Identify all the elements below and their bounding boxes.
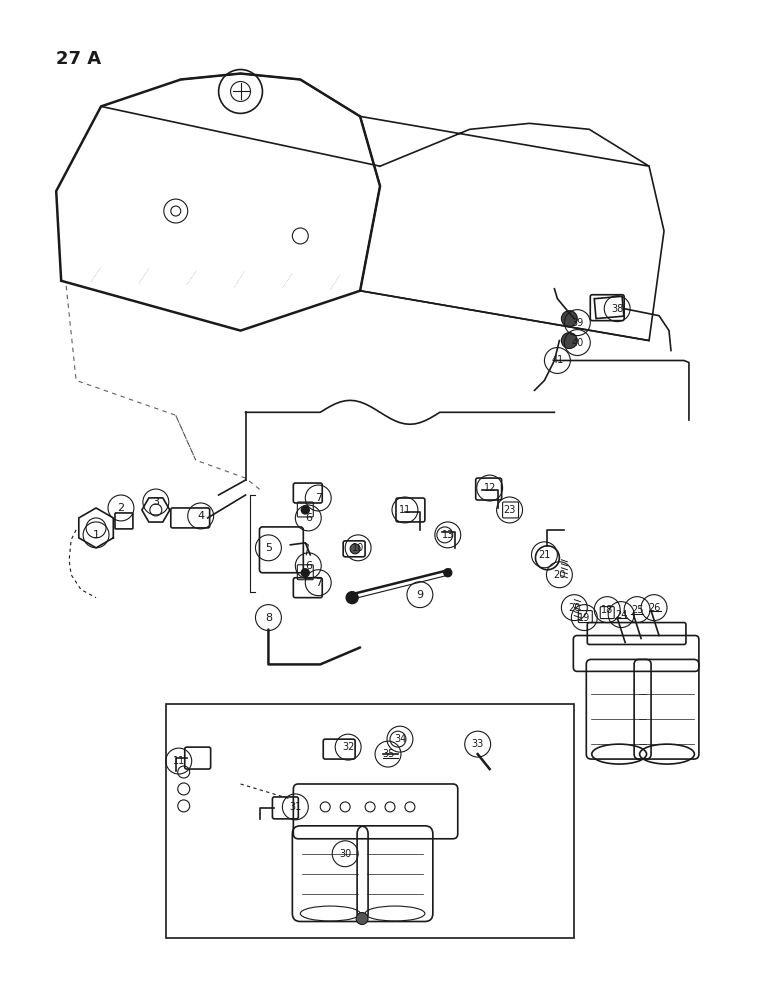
Text: 38: 38: [611, 304, 623, 314]
Text: 23: 23: [503, 505, 516, 515]
Circle shape: [444, 569, 452, 577]
Text: 2: 2: [118, 503, 125, 513]
Text: 30: 30: [339, 849, 351, 859]
Text: 19: 19: [578, 613, 590, 623]
Text: 11: 11: [172, 756, 185, 766]
Text: 8: 8: [265, 613, 272, 623]
Text: 7: 7: [314, 578, 322, 588]
Text: 35: 35: [382, 749, 394, 759]
Circle shape: [301, 569, 310, 577]
Text: 41: 41: [551, 355, 563, 365]
Circle shape: [356, 913, 368, 924]
Circle shape: [350, 544, 360, 554]
Text: 10: 10: [352, 543, 364, 553]
Text: 26: 26: [648, 603, 660, 613]
Text: 6: 6: [305, 561, 312, 571]
Text: 20: 20: [568, 603, 580, 613]
Text: 3: 3: [152, 497, 159, 507]
Circle shape: [562, 333, 577, 349]
Text: 32: 32: [342, 742, 354, 752]
Text: 9: 9: [417, 590, 424, 600]
Bar: [166, 704, 574, 938]
Text: 31: 31: [289, 802, 301, 812]
Text: 7: 7: [314, 493, 322, 503]
Text: 21: 21: [538, 550, 551, 560]
Bar: [594, 296, 624, 319]
Text: 4: 4: [197, 511, 204, 521]
Text: 13: 13: [441, 530, 454, 540]
Text: 5: 5: [265, 543, 272, 553]
Circle shape: [346, 592, 358, 604]
Text: 39: 39: [571, 318, 583, 328]
Text: 33: 33: [472, 739, 484, 749]
Circle shape: [562, 311, 577, 327]
Circle shape: [301, 506, 310, 514]
Text: 6: 6: [305, 513, 312, 523]
Text: 40: 40: [571, 338, 583, 348]
Text: 25: 25: [631, 605, 644, 615]
Text: 20: 20: [553, 570, 566, 580]
Text: 12: 12: [484, 483, 496, 493]
Text: 27 A: 27 A: [56, 50, 101, 68]
Text: 24: 24: [615, 610, 627, 620]
Text: 18: 18: [601, 605, 613, 615]
Text: 34: 34: [394, 734, 406, 744]
Text: 1: 1: [93, 530, 100, 540]
Text: 11: 11: [399, 505, 411, 515]
